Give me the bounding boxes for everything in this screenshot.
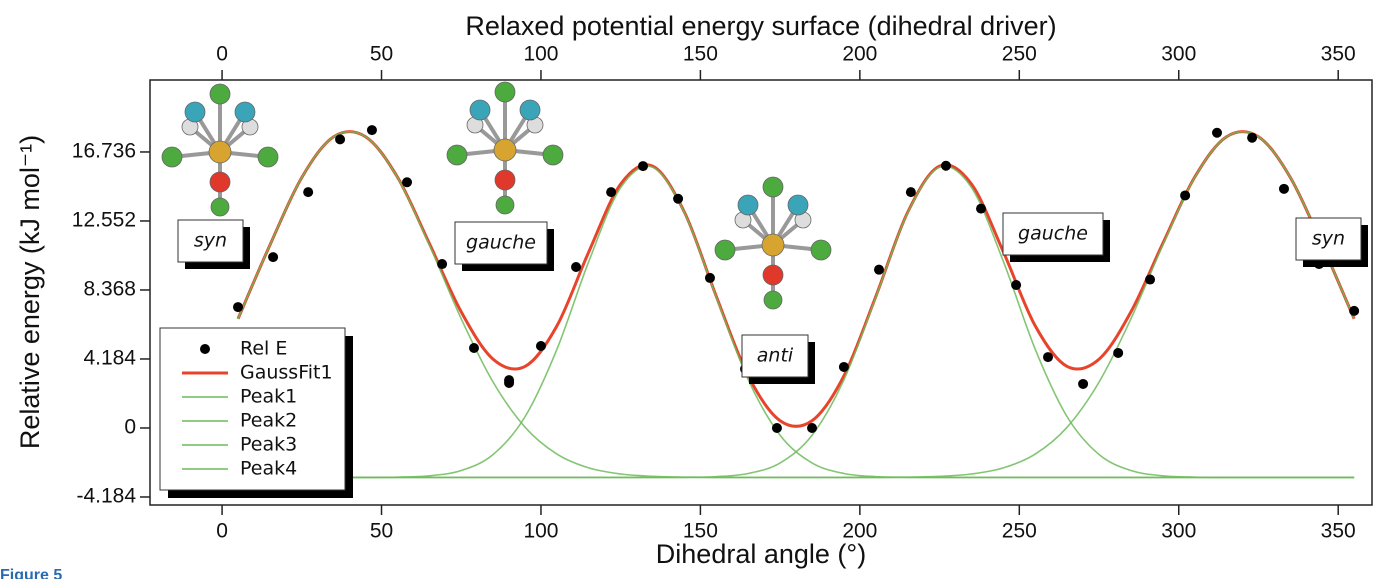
x-tick-label: 150 xyxy=(683,520,718,543)
atom xyxy=(494,139,516,161)
x-tick-label: 200 xyxy=(842,520,877,543)
atom xyxy=(738,195,758,215)
legend-label: Peak1 xyxy=(240,386,297,408)
data-point xyxy=(941,161,951,171)
x-tick-label: 0 xyxy=(216,520,228,543)
atom xyxy=(162,147,182,167)
x2-tick-label: 300 xyxy=(1161,43,1196,66)
atom xyxy=(788,195,808,215)
atom xyxy=(495,82,515,102)
data-point xyxy=(1043,352,1053,362)
data-point xyxy=(536,341,546,351)
atom xyxy=(210,172,230,192)
chart: Relaxed potential energy surface (dihedr… xyxy=(0,0,1384,579)
data-point xyxy=(705,273,715,283)
data-point xyxy=(233,302,243,312)
atom xyxy=(235,102,255,122)
y-tick-label: 4.184 xyxy=(83,347,136,370)
atom xyxy=(763,265,783,285)
data-point xyxy=(606,187,616,197)
atom xyxy=(209,141,231,163)
y-axis-title: Relative energy (kJ mol⁻¹) xyxy=(15,135,45,449)
data-point xyxy=(437,259,447,269)
atom xyxy=(495,170,515,190)
data-point xyxy=(504,378,514,388)
data-point xyxy=(1247,133,1257,143)
data-point xyxy=(807,423,817,433)
annotation: syn xyxy=(194,230,227,252)
legend-marker xyxy=(200,344,210,354)
atom xyxy=(210,84,230,104)
data-point xyxy=(673,194,683,204)
data-point xyxy=(1145,275,1155,285)
x-tick-label: 50 xyxy=(370,520,393,543)
data-point xyxy=(469,343,479,353)
x2-tick-label: 200 xyxy=(842,43,877,66)
data-point xyxy=(571,262,581,272)
annotation: anti xyxy=(757,345,794,367)
x-tick-label: 250 xyxy=(1002,520,1037,543)
x-axis-title: Dihedral angle (°) xyxy=(656,539,866,569)
figure-label: Figure 5 xyxy=(0,567,62,579)
legend-label: Rel E xyxy=(240,338,287,360)
data-point xyxy=(1078,379,1088,389)
data-point xyxy=(906,187,916,197)
x2-tick-label: 100 xyxy=(523,43,558,66)
atom xyxy=(520,100,540,120)
data-point xyxy=(303,187,313,197)
atom xyxy=(811,240,831,260)
molecule-illustrations xyxy=(162,82,831,309)
y-tick-label: -4.184 xyxy=(76,485,136,508)
legend-label: GaussFit1 xyxy=(240,362,333,384)
data-point xyxy=(402,177,412,187)
atom xyxy=(470,100,490,120)
atom xyxy=(258,147,278,167)
atom xyxy=(764,291,782,309)
data-point xyxy=(335,134,345,144)
data-point xyxy=(839,362,849,372)
x2-tick-label: 350 xyxy=(1321,43,1356,66)
legend-label: Peak4 xyxy=(240,458,297,480)
data-point xyxy=(1011,280,1021,290)
annotation: syn xyxy=(1312,228,1345,250)
x-tick-label: 100 xyxy=(523,520,558,543)
legend-label: Peak2 xyxy=(240,410,297,432)
x2-tick-label: 50 xyxy=(370,43,393,66)
data-point xyxy=(1113,348,1123,358)
atom xyxy=(543,145,563,165)
data-point xyxy=(1349,306,1359,316)
x-tick-label: 350 xyxy=(1321,520,1356,543)
data-point xyxy=(268,252,278,262)
annotation: gauche xyxy=(1018,223,1088,245)
data-point xyxy=(976,204,986,214)
atom xyxy=(211,198,229,216)
data-point xyxy=(772,423,782,433)
legend-label: Peak3 xyxy=(240,434,297,456)
data-point xyxy=(367,125,377,135)
y-tick-label: 16.736 xyxy=(72,140,136,163)
atom xyxy=(496,196,514,214)
x-tick-label: 300 xyxy=(1161,520,1196,543)
y-tick-label: 8.368 xyxy=(83,278,136,301)
x2-tick-label: 250 xyxy=(1002,43,1037,66)
data-point xyxy=(1212,128,1222,138)
atom xyxy=(715,240,735,260)
annotation: gauche xyxy=(466,232,536,254)
y-tick-label: 0 xyxy=(124,416,136,439)
data-point xyxy=(874,265,884,275)
x2-tick-label: 150 xyxy=(683,43,718,66)
atom xyxy=(185,102,205,122)
data-point xyxy=(638,161,648,171)
atom xyxy=(447,145,467,165)
data-point xyxy=(1279,184,1289,194)
chart-title: Relaxed potential energy surface (dihedr… xyxy=(465,11,1056,41)
x2-tick-label: 0 xyxy=(216,43,228,66)
page: {"chart_data": { "type": "line", "title"… xyxy=(0,0,1384,579)
data-point xyxy=(1180,190,1190,200)
y-tick-label: 12.552 xyxy=(72,209,136,232)
atom xyxy=(762,234,784,256)
atom xyxy=(763,177,783,197)
